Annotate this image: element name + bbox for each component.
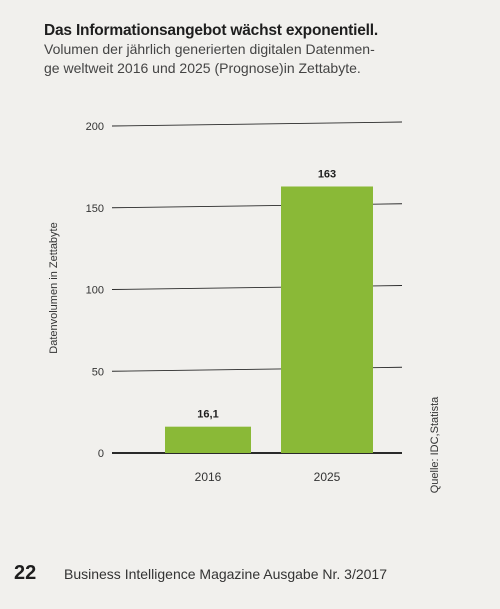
- subtitle-line-2: ge weltweit 2016 und 2025 (Prognose)in Z…: [44, 60, 361, 76]
- subtitle-line-1: Volumen der jährlich generierten digital…: [44, 41, 375, 57]
- bar-2025: [281, 186, 373, 453]
- data-label: 16,1: [197, 409, 218, 421]
- y-tick-label: 200: [86, 121, 104, 133]
- data-label: 163: [318, 168, 336, 180]
- x-tick-label: 2025: [314, 470, 341, 484]
- x-tick-label: 2016: [195, 470, 222, 484]
- y-tick-label: 0: [98, 448, 104, 460]
- gridline: [111, 121, 403, 127]
- y-tick-label: 150: [86, 203, 104, 215]
- chart-title: Das Informationsangebot wächst exponenti…: [44, 22, 378, 39]
- page-number: 22: [14, 562, 37, 584]
- y-tick-label: 100: [86, 285, 104, 297]
- chart-subtitle: Volumen der jährlich generierten digital…: [44, 40, 424, 78]
- bar-2016: [165, 426, 251, 453]
- y-axis-label: Datenvolumen in Zettabyte: [48, 222, 60, 353]
- publication-info: Business Intelligence Magazine Ausgabe N…: [64, 566, 387, 582]
- y-tick-label: 50: [92, 366, 104, 378]
- source-label: Quelle: IDC,Statista: [429, 396, 441, 493]
